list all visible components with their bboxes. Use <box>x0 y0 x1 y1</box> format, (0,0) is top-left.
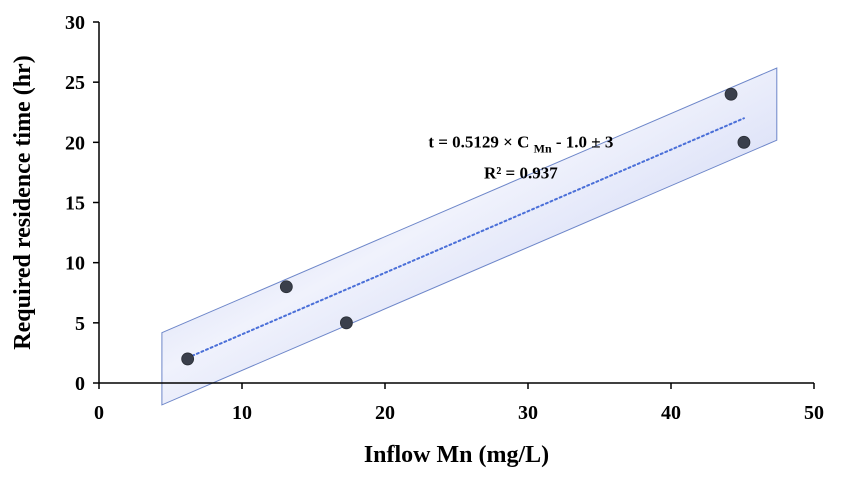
x-tick-label: 40 <box>661 402 681 424</box>
y-tick-label: 25 <box>65 72 85 94</box>
r-squared-label: R² = 0.937 <box>484 163 558 182</box>
y-axis-title: Required residence time (hr) <box>10 55 36 349</box>
data-point <box>279 280 293 294</box>
x-tick-label: 30 <box>518 402 538 424</box>
data-point <box>724 87 738 101</box>
tick-layer: 0 10 20 30 40 50 0 5 10 15 20 25 30 <box>65 12 824 424</box>
y-tick-label: 30 <box>65 12 85 34</box>
y-tick-label: 5 <box>75 313 85 335</box>
x-tick-label: 20 <box>375 402 395 424</box>
trendline <box>186 117 745 359</box>
equation-suffix: - 1.0 ± 3 <box>556 132 614 151</box>
x-axis-title: Inflow Mn (mg/L) <box>364 442 549 468</box>
equation-prefix: t = 0.5129 × C <box>428 132 529 151</box>
y-tick-label: 15 <box>65 193 85 215</box>
data-point <box>339 316 353 330</box>
equation-label: t = 0.5129 × C Mn - 1.0 ± 3 <box>428 132 613 156</box>
y-tick-label: 0 <box>75 373 85 395</box>
data-point <box>181 352 195 366</box>
x-tick-label: 50 <box>804 402 824 424</box>
equation-subscript: Mn <box>534 141 552 155</box>
trendline-layer <box>186 117 745 359</box>
data-points-layer <box>181 87 751 366</box>
data-point <box>737 135 751 149</box>
y-tick-label: 10 <box>65 253 85 275</box>
y-tick-label: 20 <box>65 132 85 154</box>
x-tick-label: 10 <box>232 402 252 424</box>
x-tick-label: 0 <box>94 402 104 424</box>
